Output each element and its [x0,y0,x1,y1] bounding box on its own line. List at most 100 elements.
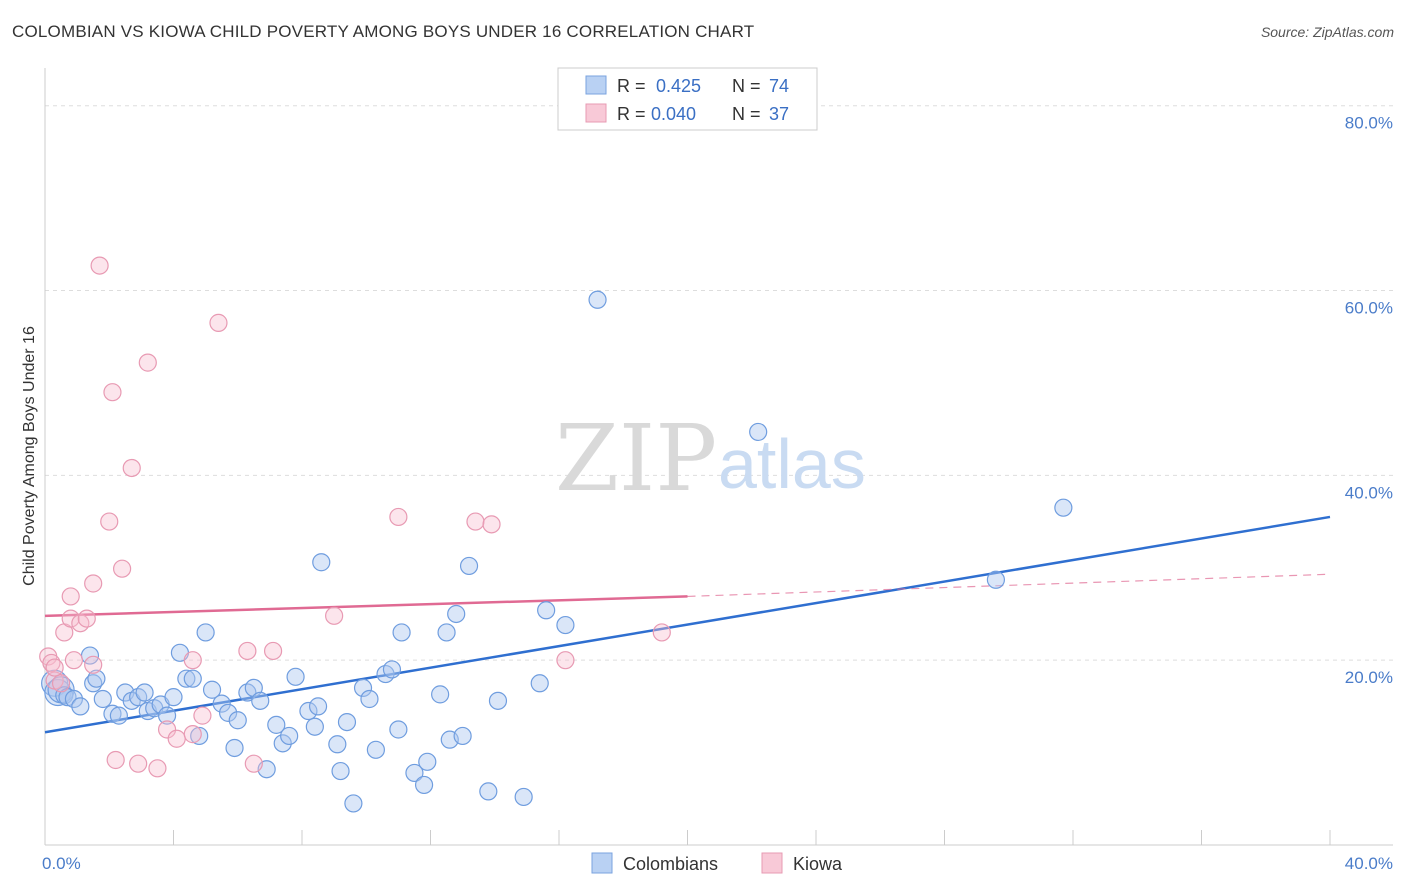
point-kiowa-21 [157,720,177,739]
watermark-zip: ZIP [555,405,717,512]
point-colombians-52 [382,660,402,679]
point-kiowa-5 [61,609,80,628]
point-colombians-39 [286,667,305,686]
point-colombians-24 [183,669,202,688]
point-colombians-68 [537,601,556,620]
legend-n-label-2: N = [732,104,761,124]
data-points [39,256,1073,813]
point-kiowa-36 [45,658,64,677]
y-tick-label-3: 80.0% [1345,114,1393,133]
point-kiowa-13 [100,512,119,531]
point-colombians-72 [986,570,1006,589]
point-colombians-38 [280,726,299,746]
point-kiowa-6 [61,587,80,606]
point-kiowa-35 [652,623,671,642]
point-kiowa-15 [106,750,125,770]
axes [44,68,1393,846]
y-tick-label-0: 20.0% [1345,668,1393,687]
point-colombians-45 [331,761,350,781]
x-tick-label-0: 0.0% [42,854,81,873]
point-kiowa-24 [183,725,202,744]
point-colombians-71 [749,422,768,442]
point-colombians-40 [299,701,318,721]
legend-n-value-2: 37 [769,104,789,124]
legend-r-value-1: 0.425 [656,76,701,96]
trend-line-kiowa [44,595,688,618]
y-tick-label-1: 40.0% [1345,483,1393,502]
point-colombians-56 [414,775,434,795]
point-colombians-64 [479,782,498,801]
point-colombians-12 [109,706,128,725]
point-colombians-41 [305,717,324,736]
point-colombians-49 [360,689,379,709]
point-colombians-63 [459,556,479,576]
point-kiowa-14 [103,383,122,402]
legend-bottom-label-colombians: Colombians [623,854,718,874]
point-kiowa-26 [209,313,228,332]
point-colombians-70 [588,290,607,309]
point-colombians-47 [344,794,363,813]
point-colombians-29 [219,703,238,722]
legend-r-label-2: R = [617,104,646,124]
point-colombians-31 [228,711,247,730]
point-kiowa-34 [556,651,575,670]
point-kiowa-7 [64,651,84,670]
point-colombians-43 [312,553,331,572]
point-colombians-46 [337,712,357,732]
point-colombians-59 [437,623,456,642]
point-colombians-34 [251,691,270,710]
point-colombians-53 [389,720,408,739]
point-colombians-3 [55,686,74,705]
point-colombians-50 [366,740,385,759]
point-colombians-65 [488,691,508,710]
point-kiowa-25 [193,706,212,725]
legend-top: R = 0.425 N = 74 R = 0.040 N = 37 [557,67,818,131]
point-kiowa-12 [90,256,109,275]
point-kiowa-20 [148,759,167,778]
point-kiowa-19 [138,353,157,372]
trend-line-kiowa-dashed [687,573,1331,598]
point-colombians-30 [225,738,244,758]
tick-labels: 20.0% 40.0% 60.0% 80.0% 0.0% 40.0% [42,114,1393,873]
point-colombians-16 [135,683,154,702]
x-tick-label-1: 40.0% [1345,854,1393,873]
point-colombians-25 [190,726,209,746]
point-colombians-23 [177,669,196,688]
point-colombians-55 [405,763,424,783]
legend-n-value-1: 74 [769,76,789,96]
legend-bottom-label-kiowa: Kiowa [793,854,843,874]
legend-bottom: Colombians Kiowa [591,852,843,874]
point-colombians-6 [71,697,90,716]
point-colombians-27 [202,680,222,699]
point-colombians-20 [157,706,177,725]
watermark: ZIP atlas [555,405,866,512]
legend-swatch-colombians [585,75,607,95]
point-kiowa-11 [84,574,103,593]
chart-title: COLOMBIAN VS KIOWA CHILD POVERTY AMONG B… [12,22,755,41]
point-colombians-66 [514,787,533,807]
point-kiowa-29 [263,641,283,661]
point-colombians-9 [87,669,106,688]
point-kiowa-3 [51,674,71,693]
point-colombians-58 [431,685,450,704]
point-colombians-57 [418,752,437,771]
point-colombians-21 [164,688,183,707]
point-kiowa-30 [325,606,344,625]
legend-n-label-1: N = [732,76,761,96]
point-kiowa-9 [77,609,96,628]
point-colombians-73 [1054,498,1073,517]
point-kiowa-23 [183,651,202,670]
point-colombians-37 [273,734,292,753]
point-colombians-62 [453,726,472,746]
point-colombians-54 [392,623,411,642]
point-kiowa-32 [466,512,485,531]
y-axis-label: Child Poverty Among Boys Under 16 [21,326,38,586]
point-colombians-44 [328,735,347,754]
point-kiowa-18 [129,754,148,773]
point-colombians-67 [530,674,549,693]
point-colombians-5 [64,689,84,709]
legend-swatch-kiowa [585,103,607,123]
chart-source: Source: ZipAtlas.com [1260,24,1394,40]
point-colombians-28 [212,694,231,713]
point-kiowa-10 [84,655,103,674]
